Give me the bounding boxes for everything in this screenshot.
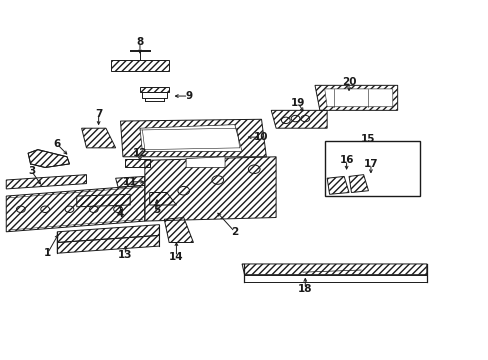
Text: 3: 3 xyxy=(28,166,35,176)
Polygon shape xyxy=(324,89,392,107)
Polygon shape xyxy=(186,157,224,167)
Text: 12: 12 xyxy=(132,148,147,158)
Text: 7: 7 xyxy=(95,109,102,119)
Text: 17: 17 xyxy=(363,159,377,169)
Polygon shape xyxy=(140,125,242,152)
Text: 2: 2 xyxy=(231,227,238,237)
Text: 20: 20 xyxy=(341,77,356,87)
Text: 6: 6 xyxy=(54,139,61,149)
Text: 4: 4 xyxy=(117,209,124,219)
Bar xyxy=(324,141,419,196)
Text: 14: 14 xyxy=(169,252,183,262)
Text: 18: 18 xyxy=(297,284,312,294)
Text: 1: 1 xyxy=(44,248,51,258)
Text: 8: 8 xyxy=(136,37,143,48)
Text: 10: 10 xyxy=(254,132,268,142)
Text: 16: 16 xyxy=(339,156,353,165)
Text: 9: 9 xyxy=(184,91,192,101)
Text: 5: 5 xyxy=(153,205,160,215)
Text: 13: 13 xyxy=(118,250,132,260)
Text: 15: 15 xyxy=(361,134,375,144)
Text: 19: 19 xyxy=(290,98,305,108)
Text: 11: 11 xyxy=(123,177,137,187)
